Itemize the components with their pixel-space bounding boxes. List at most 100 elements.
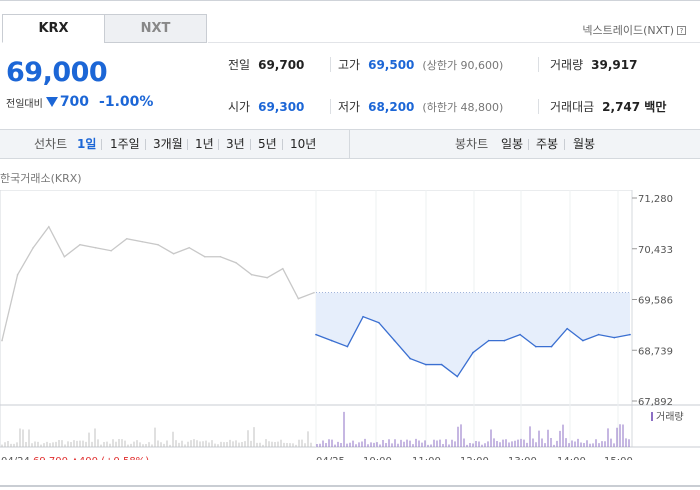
prev-day-info: 69,700 ▲400 (+0.58%) bbox=[33, 456, 149, 460]
stat-volume: 거래량 39,917 bbox=[550, 56, 637, 73]
nxt-info-link[interactable]: 넥스트레이드(NXT) ? bbox=[582, 22, 686, 38]
x-tick-label: 13:00 bbox=[508, 456, 537, 460]
candle-chart-label: 봉차트 bbox=[455, 137, 489, 151]
separator bbox=[282, 139, 283, 150]
stat-label: 거래대금 bbox=[550, 100, 595, 114]
data-point-prev bbox=[16, 273, 19, 276]
period-divider bbox=[349, 130, 350, 158]
period-5y[interactable]: 5년 bbox=[258, 137, 277, 151]
data-point-prev bbox=[297, 297, 300, 300]
exchange-label: 한국거래소(KRX) bbox=[0, 172, 82, 185]
stat-high: 고가 69,500 (상한가 90,600) bbox=[338, 56, 503, 73]
change-percent: -1.00% bbox=[99, 94, 154, 110]
data-point-prev bbox=[204, 255, 206, 258]
data-point-today bbox=[378, 321, 380, 324]
volume-legend-swatch bbox=[651, 412, 653, 421]
data-point-today bbox=[472, 351, 474, 354]
data-point-prev bbox=[235, 261, 237, 264]
change-label: 전일대비 bbox=[6, 98, 43, 110]
period-10y[interactable]: 10년 bbox=[290, 137, 317, 151]
x-tick-label: 15:00 bbox=[604, 456, 633, 460]
data-point-today bbox=[550, 345, 553, 348]
stat-value: 2,747 백만 bbox=[602, 100, 667, 114]
data-point-today bbox=[409, 357, 412, 360]
separator bbox=[187, 139, 188, 150]
stat-value: 68,200 bbox=[368, 100, 415, 114]
period-3m[interactable]: 3개월 bbox=[153, 137, 183, 151]
stat-amount: 거래대금 2,747 백만 bbox=[550, 98, 666, 115]
data-point-prev bbox=[48, 225, 50, 228]
data-point-today bbox=[566, 327, 568, 330]
y-tick-label: 68,739 bbox=[638, 346, 673, 357]
stat-sub: (상한가 90,600) bbox=[422, 59, 504, 72]
period-3y[interactable]: 3년 bbox=[226, 137, 245, 151]
y-tick-label: 69,586 bbox=[638, 296, 673, 307]
data-point-prev bbox=[172, 252, 175, 255]
data-point-prev bbox=[79, 243, 81, 246]
data-point-prev bbox=[110, 249, 112, 252]
period-bar: 선차트 1일 1주일 3개월 1년 3년 5년 10년 봉차트 일봉 주봉 월봉 bbox=[0, 129, 700, 159]
stat-value: 69,500 bbox=[368, 58, 415, 72]
divider bbox=[538, 57, 539, 72]
data-point-prev bbox=[141, 240, 144, 243]
prev-change: 400 (+0.58%) bbox=[79, 456, 149, 460]
data-point-prev bbox=[188, 246, 190, 249]
stat-value: 39,917 bbox=[591, 58, 638, 72]
period-1w[interactable]: 1주일 bbox=[110, 137, 140, 151]
data-point-today bbox=[582, 339, 584, 342]
candle-weekly[interactable]: 주봉 bbox=[536, 137, 559, 151]
stat-label: 거래량 bbox=[550, 58, 584, 72]
separator bbox=[528, 139, 529, 150]
x-tick-label: 11:00 bbox=[412, 456, 441, 460]
period-1y[interactable]: 1년 bbox=[195, 137, 214, 151]
data-point-today bbox=[597, 333, 600, 336]
separator bbox=[218, 139, 219, 150]
stat-label: 저가 bbox=[338, 100, 361, 114]
data-point-today bbox=[519, 333, 521, 336]
stat-prev-close: 전일 69,700 bbox=[228, 56, 304, 73]
down-triangle-icon bbox=[45, 97, 58, 107]
price-chart-svg: 71,280 70,433 69,586 68,739 67,892 거래량 04/24 04… bbox=[0, 189, 700, 467]
tab-krx[interactable]: KRX bbox=[2, 14, 105, 43]
candle-monthly[interactable]: 월봉 bbox=[573, 137, 596, 151]
stat-label: 전일 bbox=[228, 58, 251, 72]
separator bbox=[564, 139, 565, 150]
tab-nxt[interactable]: NXT bbox=[104, 14, 207, 43]
y-tick-label: 70,433 bbox=[638, 245, 673, 256]
data-point-prev bbox=[282, 267, 284, 270]
data-point-today bbox=[535, 345, 537, 348]
data-point-today bbox=[393, 339, 396, 342]
stat-label: 시가 bbox=[228, 100, 251, 114]
x-tick-label: 12:00 bbox=[460, 456, 489, 460]
data-point-today bbox=[362, 315, 364, 318]
y-tick-label: 67,892 bbox=[638, 397, 673, 408]
data-point-prev bbox=[250, 273, 253, 276]
question-icon[interactable]: ? bbox=[677, 25, 686, 35]
stat-low: 저가 68,200 (하한가 48,800) bbox=[338, 98, 503, 115]
data-point-today bbox=[330, 339, 333, 342]
line-chart-label: 선차트 bbox=[34, 137, 68, 151]
divider bbox=[330, 99, 331, 114]
separator bbox=[101, 139, 102, 150]
exchange-tabs: KRX NXT bbox=[2, 14, 207, 43]
data-point-today bbox=[315, 333, 317, 336]
change-value: 700 bbox=[59, 94, 90, 110]
data-point-prev bbox=[313, 291, 315, 294]
today-fill-area bbox=[316, 292, 630, 377]
x-tick-label: 04/25 bbox=[316, 456, 345, 460]
data-point-prev bbox=[63, 255, 66, 258]
stat-label: 고가 bbox=[338, 58, 361, 72]
period-1d[interactable]: 1일 bbox=[77, 137, 97, 151]
data-point-prev bbox=[266, 276, 269, 279]
data-point-prev bbox=[157, 243, 159, 246]
y-tick-label: 71,280 bbox=[638, 194, 673, 205]
candle-daily[interactable]: 일봉 bbox=[501, 137, 524, 151]
data-point-today bbox=[629, 333, 631, 336]
current-price: 69,000 bbox=[6, 57, 108, 88]
data-point-prev bbox=[1, 339, 3, 342]
price-chart[interactable]: 71,280 70,433 69,586 68,739 67,892 거래량 04/24 04… bbox=[0, 189, 700, 467]
volume-legend-label: 거래량 bbox=[656, 411, 684, 423]
data-point-today bbox=[346, 345, 349, 348]
divider bbox=[538, 99, 539, 114]
